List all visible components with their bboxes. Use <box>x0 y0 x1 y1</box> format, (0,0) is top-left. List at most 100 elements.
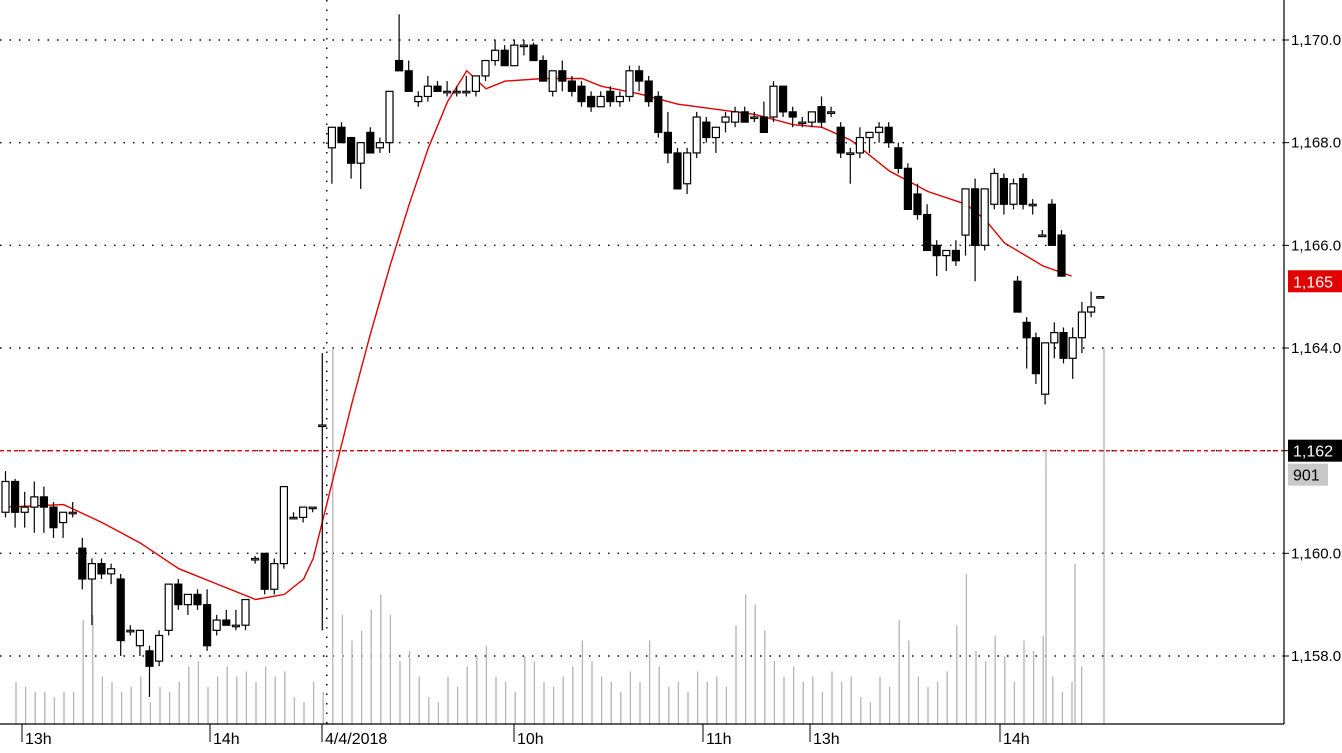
x-tick-label: 13h <box>25 731 52 748</box>
candle-up <box>375 142 384 149</box>
candle-up <box>1040 342 1050 395</box>
candle-down <box>116 578 125 642</box>
candle-down <box>1057 234 1066 277</box>
candle-down <box>673 152 682 190</box>
candle-down <box>663 131 673 154</box>
volume-layer <box>15 348 1105 724</box>
candle-up <box>519 44 529 48</box>
y-tick-label: 1,160.0 <box>1291 545 1341 562</box>
candle-up <box>385 90 394 144</box>
candle-down <box>538 59 548 82</box>
candle-up <box>711 126 721 139</box>
candle-up <box>164 583 173 631</box>
candle-up <box>212 619 221 631</box>
candle-up <box>798 121 807 125</box>
candle-down <box>97 562 106 575</box>
candle-up <box>270 562 279 590</box>
y-tick-label: 1,170.0 <box>1291 32 1341 49</box>
candle-up <box>1009 183 1018 205</box>
candle-down <box>999 178 1009 205</box>
candle-up <box>826 111 836 114</box>
candle-down <box>702 121 711 139</box>
candle-down <box>836 126 845 154</box>
moving-average-line <box>5 69 1072 601</box>
candle-down <box>894 147 903 169</box>
candle-down <box>395 59 404 72</box>
candle-down <box>644 80 653 103</box>
candle-up <box>1 480 10 513</box>
candle-up <box>135 629 144 647</box>
candle-down <box>1018 178 1028 205</box>
candle-up <box>241 598 250 626</box>
candle-up <box>462 90 471 94</box>
candle-down <box>778 85 788 113</box>
price-marker-label: 1,162 <box>1293 444 1333 461</box>
x-tick-label: 13h <box>813 731 840 748</box>
candle-up <box>730 111 740 123</box>
candle-up <box>491 49 500 62</box>
candle-down <box>260 552 269 590</box>
candle-down <box>817 106 826 123</box>
candle-up <box>1028 203 1037 207</box>
candle-down <box>884 126 893 144</box>
x-tick-label: 11h <box>706 731 732 748</box>
candle-down <box>1022 321 1031 339</box>
candle-down <box>759 116 769 133</box>
moving-average-layer <box>5 69 1072 601</box>
candle-up <box>1077 311 1087 339</box>
candle-up <box>481 59 490 77</box>
candle-down <box>558 70 567 82</box>
candle-down <box>903 167 913 210</box>
candle-down <box>1031 337 1041 375</box>
candle-down <box>932 244 941 257</box>
candle-down <box>193 593 202 606</box>
candle-up <box>279 486 288 565</box>
candle-down <box>606 90 615 103</box>
candle-up <box>308 506 317 510</box>
x-tick-label: 14h <box>1003 731 1030 748</box>
candle-up <box>423 85 432 98</box>
y-tick-label: 1,158.0 <box>1291 648 1341 665</box>
candle-down <box>39 496 49 508</box>
volume-marker <box>1288 463 1328 486</box>
candle-down <box>347 136 356 164</box>
candle-up <box>510 44 519 67</box>
candle-up <box>615 95 625 103</box>
candle-up <box>106 568 116 575</box>
candle-down <box>1047 203 1057 246</box>
candle-up <box>68 511 77 515</box>
candle-down <box>567 80 577 92</box>
candle-up <box>20 506 29 513</box>
price-marker-last <box>1288 270 1342 293</box>
candle-down <box>78 547 87 580</box>
candle-up <box>289 516 298 520</box>
candle-up <box>299 506 308 518</box>
candle-down <box>1013 280 1022 313</box>
candle-up <box>58 511 68 524</box>
candle-up <box>990 172 999 205</box>
candle-up <box>721 116 730 123</box>
x-tick-label: 10h <box>517 731 544 748</box>
candle-down <box>788 111 797 118</box>
x-tick-label: 14h <box>213 731 240 748</box>
candle-down <box>529 44 538 62</box>
candle-up <box>251 557 260 561</box>
candle-down <box>586 95 596 108</box>
candle-up <box>1068 337 1077 359</box>
candle-down <box>222 619 231 626</box>
candle-up <box>452 90 461 94</box>
candle-up <box>942 249 951 257</box>
candle-down <box>337 126 346 144</box>
candle-up <box>1096 296 1105 299</box>
marker-layer: 1,165 1,162 901 <box>1288 270 1342 486</box>
candle-up <box>692 116 701 154</box>
candle-down <box>922 213 932 252</box>
candle-up <box>471 75 480 92</box>
candle-down <box>970 188 980 246</box>
candle-down <box>951 249 961 262</box>
candle-up <box>769 85 778 118</box>
grid-layer <box>0 0 1284 724</box>
